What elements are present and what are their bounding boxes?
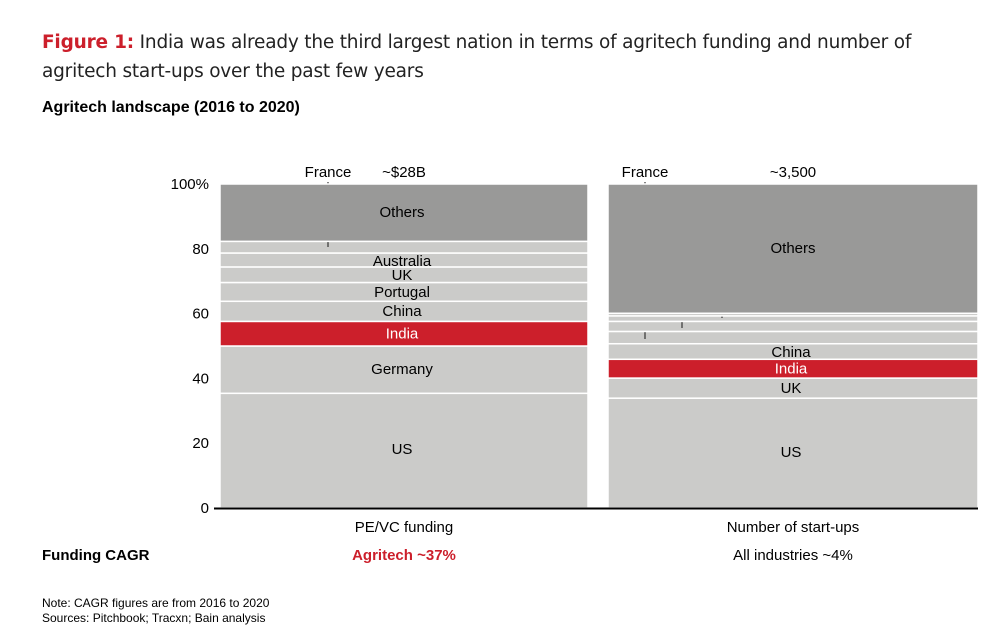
segment-india xyxy=(219,320,589,347)
funding-cagr-agritech: Agritech ~37% xyxy=(352,547,456,564)
segment-label-germany: Germany xyxy=(371,361,433,378)
x-category-label: Number of start-ups xyxy=(727,519,860,536)
note-text: Note: CAGR figures are from 2016 to 2020 xyxy=(42,596,270,610)
segment-label-india: India xyxy=(386,326,419,343)
funding-cagr-label: Funding CAGR xyxy=(42,547,150,564)
x-category-label: PE/VC funding xyxy=(355,519,453,536)
segment-label-others: Others xyxy=(770,240,815,257)
figure-title: Figure 1: India was already the third la… xyxy=(42,28,982,86)
segment-us xyxy=(219,392,589,509)
segment-label-us: US xyxy=(781,444,802,461)
segment-others xyxy=(219,183,589,243)
segment-label-australia: Australia xyxy=(373,253,432,270)
segment-us xyxy=(607,397,979,509)
y-tick-label: 60 xyxy=(192,306,209,323)
segment-germany xyxy=(219,345,589,395)
segment-label-india: India xyxy=(775,361,808,378)
segment-label-us: US xyxy=(392,441,413,458)
footnote: Note: CAGR figures are from 2016 to 2020… xyxy=(42,596,269,626)
funding-cagr-all-industries: All industries ~4% xyxy=(733,547,853,564)
segment-label-france: France xyxy=(305,164,352,181)
y-tick-label: 20 xyxy=(192,435,209,452)
y-tick-label: 80 xyxy=(192,241,209,258)
segment-label-france: France xyxy=(622,164,669,181)
y-tick-label: 40 xyxy=(192,370,209,387)
segment-australia xyxy=(607,320,979,333)
segment-label-others: Others xyxy=(379,204,424,221)
y-tick-label: 100% xyxy=(171,176,209,193)
sources-text: Sources: Pitchbook; Tracxn; Bain analysi… xyxy=(42,611,266,625)
segment-france xyxy=(607,330,979,345)
chart-subtitle: Agritech landscape (2016 to 2020) xyxy=(42,99,300,116)
segment-france xyxy=(219,240,589,254)
y-tick-label: 0 xyxy=(201,500,209,517)
segment-label-uk: UK xyxy=(392,267,413,284)
segment-label-china: China xyxy=(771,344,811,361)
segment-label-portugal: Portugal xyxy=(374,284,430,301)
segment-others xyxy=(607,183,979,315)
segment-label-china: China xyxy=(382,303,422,320)
figure-title-text: India was already the third largest nati… xyxy=(42,32,912,82)
bar-total-label: ~3,500 xyxy=(770,164,816,181)
bar-total-label: ~$28B xyxy=(382,164,426,181)
segment-label-uk: UK xyxy=(781,380,802,397)
segment-germany xyxy=(607,315,979,323)
figure-label: Figure 1: xyxy=(42,32,134,53)
